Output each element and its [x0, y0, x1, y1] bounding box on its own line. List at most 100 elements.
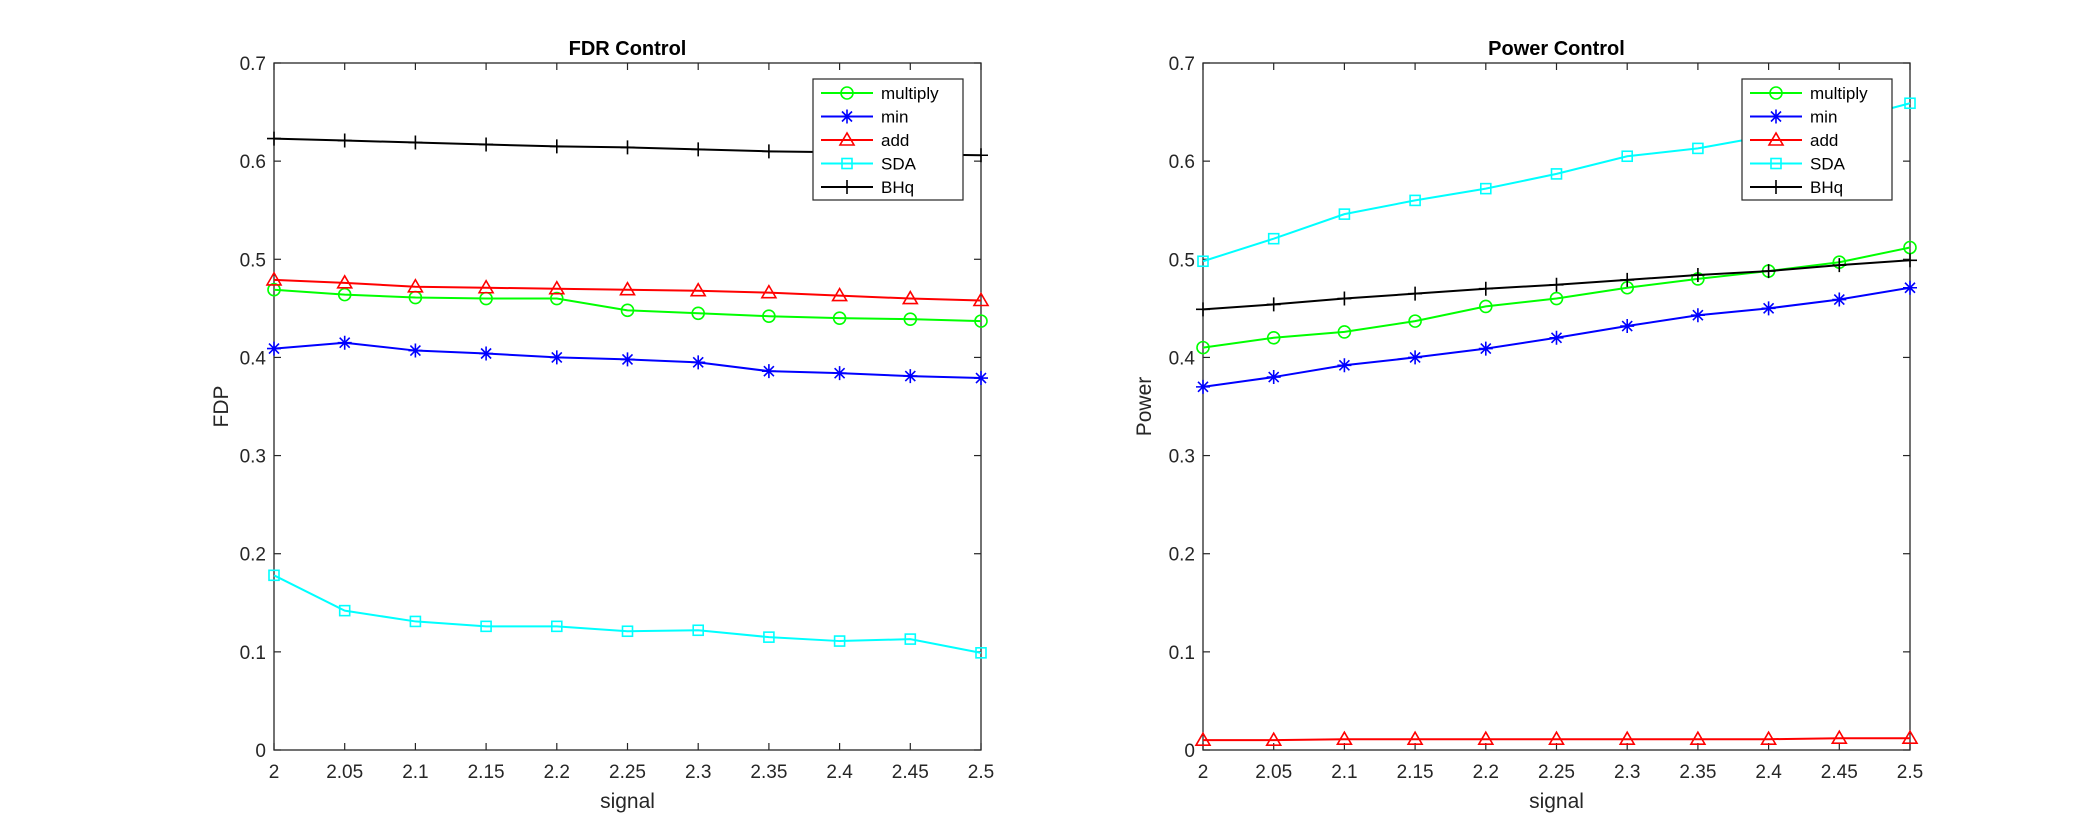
power-legend-label: BHq: [1810, 178, 1843, 197]
power-legend-marker: [1770, 157, 1782, 170]
power-point-min: [1266, 370, 1281, 385]
power-x-tick-label: 2.45: [1821, 762, 1858, 783]
fdr-legend-item-multiply: multiply: [821, 84, 939, 103]
fdr-point-multiply: [620, 303, 635, 318]
power-point-sda: [1550, 168, 1563, 180]
power-x-tick-label: 2.35: [1679, 762, 1716, 783]
power-point-add: [1830, 729, 1848, 745]
power-point-add: [1689, 730, 1707, 746]
power-point-min: [1549, 330, 1564, 345]
fdr-point-sda: [550, 620, 563, 633]
fdr-point-min: [761, 364, 776, 379]
fdr-legend: multiply min add SDA BHq: [812, 78, 964, 201]
fdr-point-add: [972, 291, 990, 307]
fdr-point-multiply: [267, 282, 281, 297]
fdr-x-tick-label: 2.5: [968, 762, 994, 783]
power-point-min: [1196, 379, 1210, 394]
power-line-add: [1203, 737, 1910, 742]
fdr-point-min: [691, 355, 706, 370]
fdr-point-add: [689, 282, 707, 297]
fdr-legend-marker: [840, 109, 854, 124]
fdr-point-add: [265, 271, 283, 286]
fdr-legend-item-add: add: [821, 131, 909, 150]
power-series-bhq: [1196, 253, 1917, 317]
power-point-bhq: [1196, 302, 1210, 317]
power-point-add: [1548, 730, 1565, 746]
fdr-x-tick-label: 2.2: [544, 762, 570, 783]
power-series-add: [1194, 729, 1919, 746]
power-point-add: [1760, 730, 1777, 746]
fdr-point-multiply: [832, 311, 847, 325]
fdr-y-tick-label: 0: [255, 741, 266, 762]
power-point-multiply: [1196, 340, 1210, 355]
power-legend-item-add: add: [1750, 131, 1838, 150]
power-point-min: [1832, 292, 1847, 307]
power-y-tick-label: 0.4: [1169, 348, 1196, 369]
power-point-sda: [1267, 232, 1280, 245]
power-point-bhq: [1761, 264, 1776, 279]
power-y-tick-label: 0.1: [1169, 643, 1195, 664]
fdr-point-min: [620, 352, 635, 367]
fdr-legend-label: min: [881, 108, 908, 127]
fdr-point-sda: [975, 647, 987, 659]
power-point-add: [1194, 731, 1212, 746]
fdr-y-tick-label: 0.6: [240, 152, 266, 173]
fdr-x-tick-label: 2.1: [402, 762, 428, 783]
power-point-bhq: [1832, 258, 1847, 273]
power-axis-ticks: 2 2.05 2.1 2.15 2.2 2.25 2.3 2.35 2.4 2.45 2.5 0 0.1…: [1169, 54, 1924, 783]
fdr-x-tick-label: 2: [269, 762, 280, 783]
power-y-tick-label: 0: [1184, 741, 1195, 762]
power-y-tick-label: 0.7: [1169, 54, 1195, 75]
power-x-tick-label: 2.25: [1538, 762, 1575, 783]
fdr-series-multiply: [267, 282, 988, 328]
power-chart-title: Power Control: [1488, 38, 1625, 60]
power-point-min: [1690, 308, 1705, 323]
fdr-y-tick-label: 0.7: [240, 54, 266, 75]
power-x-tick-label: 2.3: [1614, 762, 1640, 783]
fdr-legend-label: SDA: [881, 155, 917, 174]
fdr-point-min: [832, 366, 847, 381]
power-x-tick-label: 2.1: [1331, 762, 1357, 783]
fdr-axis-ticks: 2 2.05 2.1 2.15 2.2 2.25 2.3 2.35 2.4 2.45 2.5 0 0.1…: [240, 54, 995, 783]
fdr-point-sda: [621, 625, 634, 638]
power-point-multiply: [1266, 330, 1281, 345]
power-point-bhq: [1620, 272, 1635, 287]
fdr-point-min: [903, 369, 918, 384]
fdr-line-add: [273, 278, 982, 302]
power-legend-label: add: [1810, 131, 1838, 150]
power-point-add: [1618, 730, 1636, 746]
fdr-point-bhq: [620, 140, 635, 155]
fdr-point-min: [408, 343, 423, 358]
power-point-min: [1408, 350, 1423, 365]
fdr-point-multiply: [549, 291, 564, 306]
power-legend-marker: [1767, 131, 1785, 146]
power-point-min: [1337, 358, 1352, 373]
power-point-sda: [1338, 208, 1351, 220]
fdr-x-tick-label: 2.35: [750, 762, 787, 783]
fdr-x-axis-label: signal: [600, 790, 655, 813]
power-point-bhq: [1903, 253, 1917, 268]
fdr-y-tick-label: 0.4: [240, 348, 267, 369]
fdr-x-tick-label: 2.4: [826, 762, 853, 783]
power-point-sda: [1904, 97, 1916, 110]
fdr-point-min: [267, 341, 281, 356]
power-y-axis-label: Power: [1133, 377, 1156, 437]
fdr-legend-label: multiply: [881, 84, 939, 103]
fdr-point-add: [407, 278, 424, 293]
power-series-min: [1196, 280, 1917, 394]
fdr-point-bhq: [974, 148, 988, 163]
fdr-point-bhq: [267, 131, 281, 146]
power-x-axis-label: signal: [1529, 790, 1584, 813]
power-point-multiply: [1408, 314, 1422, 328]
power-y-tick-label: 0.6: [1169, 152, 1195, 173]
fdr-point-bhq: [691, 142, 706, 157]
fdr-point-multiply: [762, 309, 776, 324]
fdr-point-add: [831, 287, 848, 302]
power-point-multiply: [1337, 325, 1352, 339]
fdr-point-add: [548, 280, 566, 295]
power-legend-item-min: min: [1750, 108, 1837, 127]
power-legend-item-bhq: BHq: [1750, 178, 1843, 197]
fdr-control-chart: FDR Control signal FDP 2 2.05 2.1 2.15 2.2 2.…: [210, 38, 994, 813]
fdr-point-bhq: [549, 139, 564, 154]
fdr-point-multiply: [974, 314, 988, 328]
